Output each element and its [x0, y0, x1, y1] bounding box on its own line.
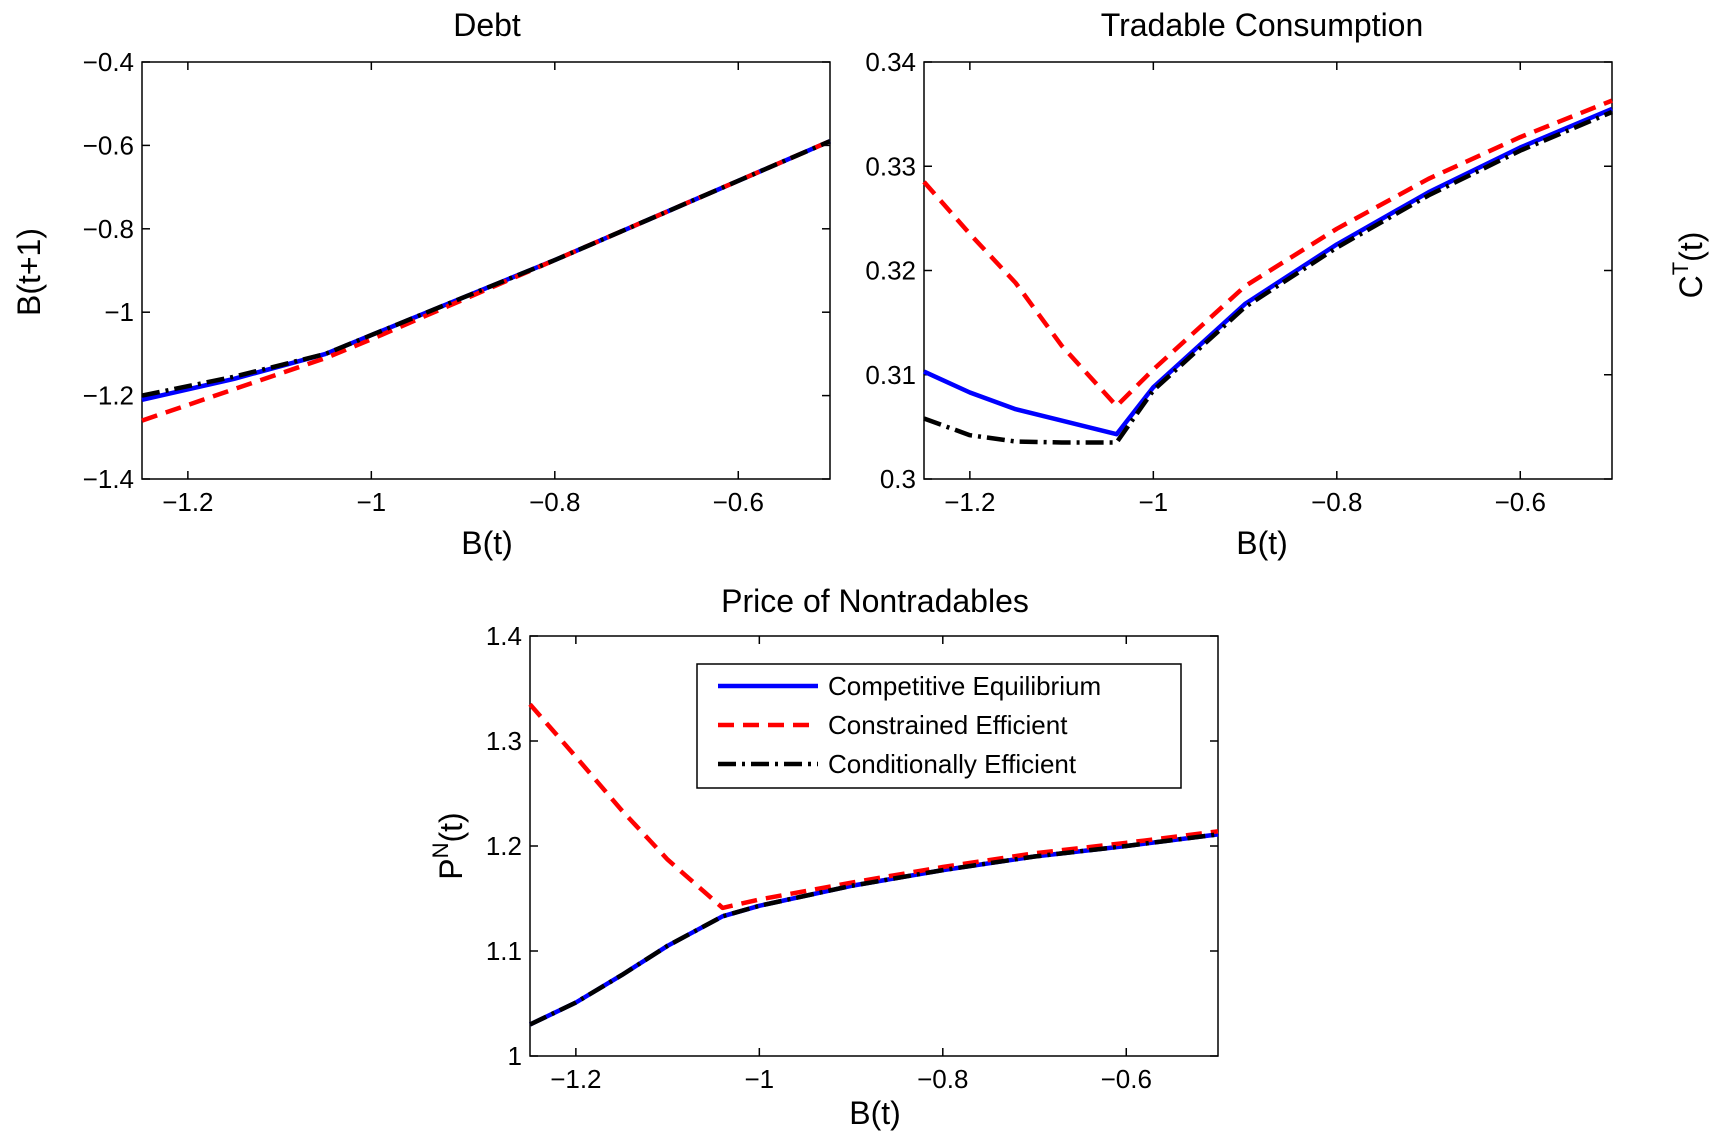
x-axis-label: B(t) — [461, 525, 513, 561]
y-axis-label: CT(t) — [1668, 232, 1709, 299]
tradable-consumption-panel: Tradable Consumption −1.2 −1 −0.8 −0.6 0.3 0.… — [865, 7, 1709, 561]
legend-label-competitive: Competitive Equilibrium — [828, 671, 1101, 701]
series-line-competitive-equilibrium — [923, 106, 1613, 437]
x-tick-label: −1 — [357, 487, 387, 517]
x-axis-label: B(t) — [849, 1095, 901, 1131]
y-tick-label: −1 — [104, 297, 134, 327]
x-tick-label: −1 — [745, 1064, 775, 1094]
series-line-conditionally-efficient — [529, 832, 1219, 1027]
x-tick-label: −1 — [1139, 487, 1169, 517]
debt-panel: Debt −1.2 −1 −0.8 −0.6 −1.4 −1.2 −1 −0.8 −0.6 −0.… — [11, 7, 831, 561]
y-tick-label: 1 — [508, 1041, 522, 1071]
chart-title: Price of Nontradables — [721, 583, 1029, 619]
x-tick-label: −1.2 — [162, 487, 213, 517]
legend: Competitive Equilibrium Constrained Effi… — [696, 663, 1182, 789]
chart-title: Debt — [453, 7, 521, 43]
x-tick-label: −1.2 — [944, 487, 995, 517]
legend-label-constrained: Constrained Efficient — [828, 710, 1068, 740]
y-axis-label-base: C — [1673, 275, 1709, 298]
legend-label-conditional: Conditionally Efficient — [828, 749, 1077, 779]
chart-title: Tradable Consumption — [1101, 7, 1424, 43]
y-tick-label: 0.32 — [865, 256, 916, 286]
y-tick-label: 1.4 — [486, 621, 522, 651]
plot-area — [141, 61, 831, 480]
y-tick-label: 1.1 — [486, 936, 522, 966]
y-tick-label: −0.6 — [83, 130, 134, 160]
x-tick-label: −1.2 — [550, 1064, 601, 1094]
x-tick-label: −0.8 — [529, 487, 580, 517]
series-layer — [528, 702, 1219, 1027]
axis-ticks: −1.2 −1 −0.8 −0.6 −1.4 −1.2 −1 −0.8 −0.6 −0.4 — [83, 47, 830, 517]
y-tick-label: −0.8 — [83, 214, 134, 244]
y-axis-label-tail: (t) — [1673, 232, 1709, 262]
y-axis-label-superscript: T — [1668, 262, 1693, 275]
y-tick-label: 0.34 — [865, 47, 916, 77]
y-axis-label-base: P — [433, 858, 469, 879]
series-line-conditionally-efficient — [923, 109, 1613, 445]
x-axis-label: B(t) — [1236, 525, 1288, 561]
y-tick-label: 1.3 — [486, 726, 522, 756]
y-tick-label: 0.31 — [865, 360, 916, 390]
y-tick-label: −1.2 — [83, 381, 134, 411]
series-layer — [922, 98, 1613, 445]
y-axis-label-tail: (t) — [433, 812, 469, 842]
series-line-constrained-efficient — [528, 702, 1219, 911]
series-layer — [141, 139, 831, 423]
y-tick-label: 1.2 — [486, 831, 522, 861]
axis-ticks: −1.2 −1 −0.8 −0.6 0.3 0.31 0.32 0.33 0.34 — [865, 47, 1612, 517]
series-line-conditionally-efficient — [141, 139, 831, 398]
y-tick-label: −0.4 — [83, 47, 134, 77]
plot-area — [923, 61, 1613, 480]
y-tick-label: −1.4 — [83, 464, 134, 494]
x-tick-label: −0.6 — [1495, 487, 1546, 517]
y-axis-label: PN(t) — [428, 812, 469, 879]
y-axis-label-superscript: N — [428, 842, 453, 858]
y-tick-label: 0.33 — [865, 151, 916, 181]
x-tick-label: −0.6 — [1101, 1064, 1152, 1094]
y-tick-label: 0.3 — [880, 464, 916, 494]
x-tick-label: −0.8 — [1311, 487, 1362, 517]
series-line-constrained-efficient — [922, 98, 1613, 409]
x-tick-label: −0.6 — [713, 487, 764, 517]
y-axis-label: B(t+1) — [11, 228, 47, 316]
axis-ticks: −1.2 −1 −0.8 −0.6 1 1.1 1.2 1.3 1.4 — [486, 621, 1218, 1094]
price-nontradables-panel: Price of Nontradables −1.2 −1 −0.8 −0.6 1 1.1… — [428, 583, 1219, 1131]
x-tick-label: −0.8 — [917, 1064, 968, 1094]
